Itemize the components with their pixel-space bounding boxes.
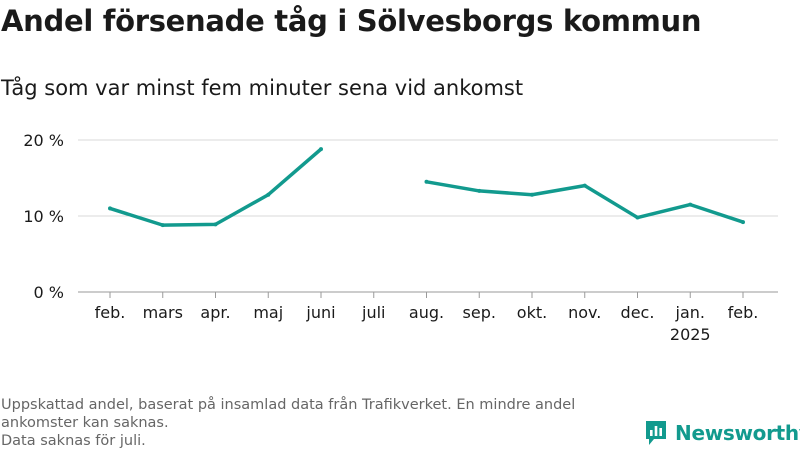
line-chart: 0 % 10 % 20 % feb. mars apr. maj juni juli aug. s… bbox=[23, 131, 778, 344]
data-point bbox=[424, 179, 429, 184]
newsworthy-logo-icon bbox=[646, 421, 666, 445]
data-point bbox=[688, 202, 693, 207]
series-layer bbox=[108, 147, 745, 228]
x-tick-label: jan. bbox=[675, 303, 705, 322]
x-tick-sublabel: 2025 bbox=[670, 325, 711, 344]
data-point bbox=[635, 215, 640, 220]
y-tick-label: 20 % bbox=[23, 131, 64, 150]
x-tick-label: apr. bbox=[200, 303, 230, 322]
footnote-source: Uppskattad andel, baserat på insamlad da… bbox=[1, 397, 576, 431]
x-axis: feb. mars apr. maj juni juli aug. sep. okt. nov. d… bbox=[95, 292, 759, 344]
x-tick-label: nov. bbox=[568, 303, 601, 322]
chart-title: Andel försenade tåg i Sölvesborgs kommun bbox=[1, 4, 702, 38]
data-point bbox=[266, 192, 271, 197]
x-tick-label: feb. bbox=[728, 303, 759, 322]
y-tick-label: 10 % bbox=[23, 207, 64, 226]
gridlines bbox=[78, 139, 778, 293]
data-point bbox=[213, 222, 218, 227]
series-line-segment bbox=[109, 147, 323, 227]
y-axis: 0 % 10 % 20 % bbox=[23, 131, 64, 302]
x-tick-label: okt. bbox=[517, 303, 547, 322]
x-tick-label: feb. bbox=[95, 303, 126, 322]
footnote-missing-data: Data saknas för juli. bbox=[1, 433, 146, 449]
x-tick-label: juli bbox=[361, 303, 385, 322]
x-tick-label: aug. bbox=[409, 303, 444, 322]
data-point bbox=[477, 188, 482, 193]
data-point bbox=[741, 220, 745, 225]
data-point bbox=[582, 183, 587, 188]
x-tick-label: dec. bbox=[621, 303, 655, 322]
chart-subtitle: Tåg som var minst fem minuter sena vid a… bbox=[1, 76, 524, 100]
data-point bbox=[108, 206, 112, 211]
x-tick-label: juni bbox=[305, 303, 335, 322]
data-point bbox=[160, 223, 165, 228]
footnote: Uppskattad andel, baserat på insamlad da… bbox=[1, 396, 631, 450]
y-tick-label: 0 % bbox=[34, 283, 64, 302]
brand-logo: Newsworthy bbox=[644, 418, 800, 448]
x-tick-label: maj bbox=[253, 303, 283, 322]
data-point bbox=[530, 192, 534, 197]
x-tick-label: mars bbox=[143, 303, 183, 322]
data-point bbox=[319, 147, 323, 152]
x-tick-label: sep. bbox=[463, 303, 496, 322]
brand-name: Newsworthy bbox=[675, 421, 800, 445]
